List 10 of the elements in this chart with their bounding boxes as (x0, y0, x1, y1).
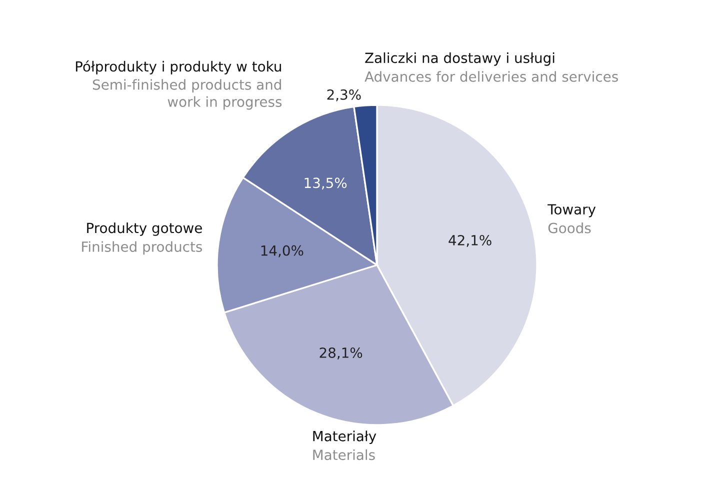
data-label: 2,3% (327, 89, 361, 102)
slice-label: Półprodukty i produkty w toku Semi-finished products and work in progress (76, 60, 282, 110)
data-label: 28,1% (320, 347, 362, 360)
data-label: 42,1% (448, 234, 492, 247)
slice-label: Towary Goods (548, 204, 596, 234)
data-label: 14,0% (261, 245, 304, 258)
slice-label: Zaliczki na dostawy i usługi Advances for deliveries and services (364, 52, 618, 82)
slice-label: Materiały Materials (313, 430, 376, 460)
data-label: 13,5% (304, 178, 347, 190)
slice-label: Produkty gotowe Finished products (82, 222, 202, 255)
